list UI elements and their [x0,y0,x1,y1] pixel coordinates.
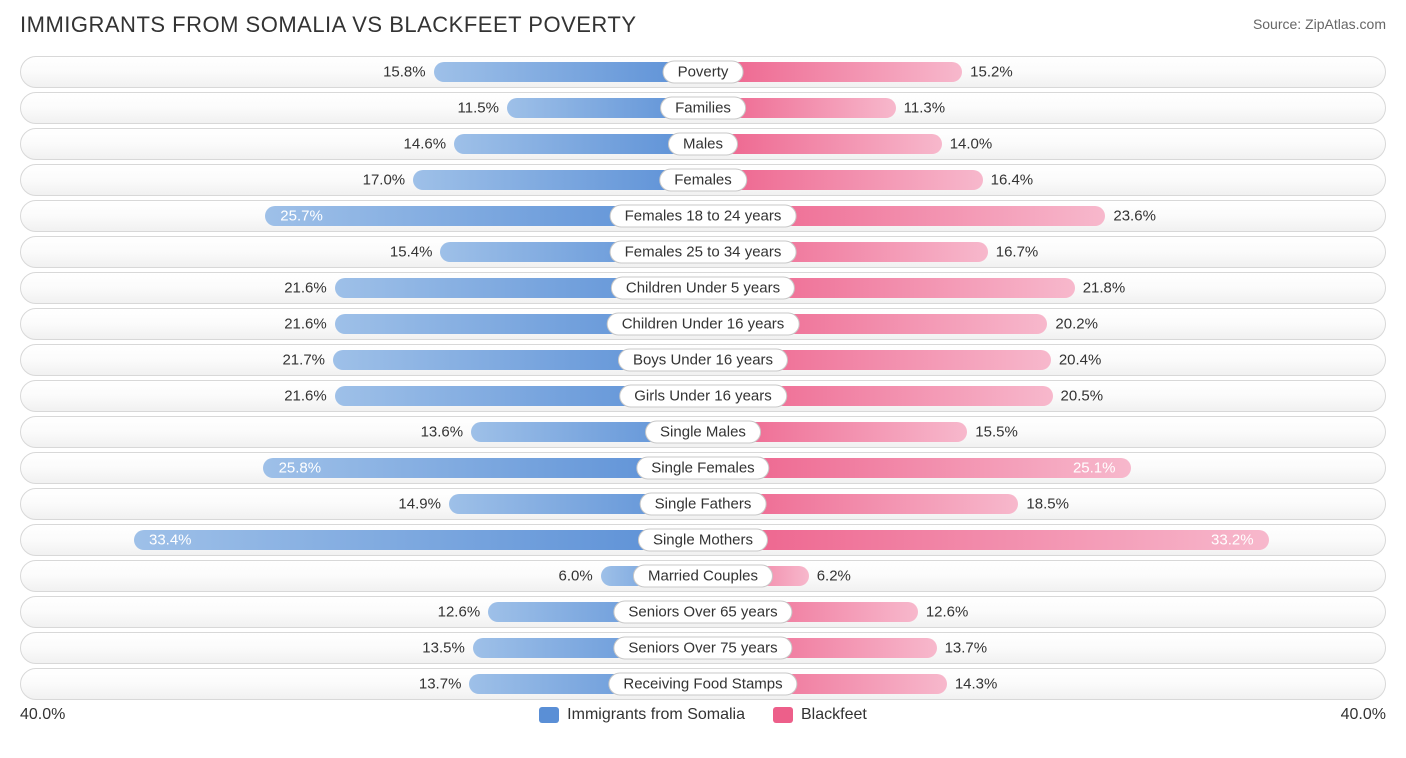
legend-label-left: Immigrants from Somalia [567,706,745,724]
category-label: Females [659,169,747,192]
chart-title: IMMIGRANTS FROM SOMALIA VS BLACKFEET POV… [20,12,637,38]
bar-row: 21.6% 20.2% Children Under 16 years [20,308,1386,340]
bar-row: 17.0% 16.4% Females [20,164,1386,196]
value-label-left: 13.7% [419,676,462,693]
category-label: Girls Under 16 years [619,385,787,408]
category-label: Seniors Over 65 years [613,601,792,624]
value-label-right: 23.6% [1113,208,1156,225]
category-label: Married Couples [633,565,773,588]
category-label: Children Under 16 years [607,313,800,336]
legend-swatch-right [773,707,793,723]
value-label-left: 21.7% [282,352,325,369]
bar-left [134,530,703,550]
value-label-right: 18.5% [1026,496,1069,513]
value-label-left: 25.8% [279,460,322,477]
category-label: Females 18 to 24 years [610,205,797,228]
axis-max-right: 40.0% [1341,706,1386,724]
bar-row: 6.0% 6.2% Married Couples [20,560,1386,592]
chart-source: Source: ZipAtlas.com [1253,16,1386,32]
category-label: Single Mothers [638,529,768,552]
value-label-right: 14.3% [955,676,998,693]
category-label: Single Females [636,457,769,480]
category-label: Families [660,97,746,120]
value-label-right: 16.4% [991,172,1034,189]
category-label: Males [668,133,738,156]
bar-row: 14.6% 14.0% Males [20,128,1386,160]
bar-row: 25.7% 23.6% Females 18 to 24 years [20,200,1386,232]
value-label-left: 17.0% [363,172,406,189]
category-label: Poverty [663,61,744,84]
legend-swatch-left [539,707,559,723]
value-label-right: 25.1% [1073,460,1116,477]
bar-row: 11.5% 11.3% Families [20,92,1386,124]
value-label-left: 14.6% [404,136,447,153]
bar-row: 21.6% 21.8% Children Under 5 years [20,272,1386,304]
bar-row: 14.9% 18.5% Single Fathers [20,488,1386,520]
legend: Immigrants from Somalia Blackfeet [539,706,867,724]
category-label: Single Males [645,421,761,444]
value-label-right: 14.0% [950,136,993,153]
category-label: Seniors Over 75 years [613,637,792,660]
value-label-right: 16.7% [996,244,1039,261]
value-label-left: 21.6% [284,280,327,297]
axis-max-left: 40.0% [20,706,65,724]
bar-right [703,134,942,154]
value-label-right: 11.3% [904,100,945,117]
value-label-right: 15.5% [975,424,1018,441]
value-label-right: 20.4% [1059,352,1102,369]
category-label: Receiving Food Stamps [608,673,797,696]
bar-row: 13.7% 14.3% Receiving Food Stamps [20,668,1386,700]
category-label: Boys Under 16 years [618,349,788,372]
bar-row: 25.8% 25.1% Single Females [20,452,1386,484]
bar-row: 21.6% 20.5% Girls Under 16 years [20,380,1386,412]
legend-item-left: Immigrants from Somalia [539,706,745,724]
legend-label-right: Blackfeet [801,706,867,724]
bar-left [454,134,703,154]
bar-row: 21.7% 20.4% Boys Under 16 years [20,344,1386,376]
value-label-left: 21.6% [284,316,327,333]
bar-row: 15.4% 16.7% Females 25 to 34 years [20,236,1386,268]
bar-right [703,530,1269,550]
chart-header: IMMIGRANTS FROM SOMALIA VS BLACKFEET POV… [20,12,1386,38]
diverging-bar-chart: 15.8% 15.2% Poverty 11.5% 11.3% Families 14.6%… [20,56,1386,700]
bar-row: 33.4% 33.2% Single Mothers [20,524,1386,556]
bar-row: 12.6% 12.6% Seniors Over 65 years [20,596,1386,628]
value-label-right: 15.2% [970,64,1013,81]
value-label-right: 20.2% [1055,316,1098,333]
value-label-left: 12.6% [438,604,481,621]
value-label-right: 21.8% [1083,280,1126,297]
value-label-right: 20.5% [1061,388,1104,405]
legend-item-right: Blackfeet [773,706,867,724]
value-label-left: 15.8% [383,64,426,81]
value-label-left: 25.7% [280,208,323,225]
value-label-right: 13.7% [945,640,988,657]
bar-row: 13.5% 13.7% Seniors Over 75 years [20,632,1386,664]
value-label-right: 6.2% [817,568,851,585]
value-label-right: 12.6% [926,604,969,621]
category-label: Single Fathers [640,493,767,516]
value-label-left: 15.4% [390,244,433,261]
category-label: Children Under 5 years [611,277,795,300]
value-label-left: 14.9% [398,496,441,513]
chart-footer: 40.0% Immigrants from Somalia Blackfeet … [20,706,1386,724]
bar-row: 15.8% 15.2% Poverty [20,56,1386,88]
value-label-right: 33.2% [1211,532,1254,549]
value-label-left: 13.6% [421,424,464,441]
value-label-left: 13.5% [422,640,465,657]
value-label-left: 11.5% [458,100,499,117]
category-label: Females 25 to 34 years [610,241,797,264]
value-label-left: 33.4% [149,532,192,549]
value-label-left: 21.6% [284,388,327,405]
bar-row: 13.6% 15.5% Single Males [20,416,1386,448]
value-label-left: 6.0% [559,568,593,585]
